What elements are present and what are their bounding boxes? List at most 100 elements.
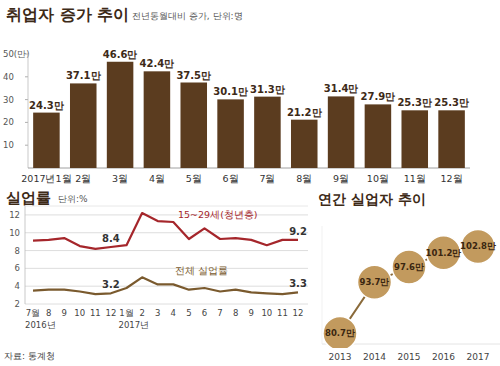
x-tick-label: 8: [46, 308, 51, 318]
x-tick-label: 2017년1월: [21, 173, 71, 184]
data-label: 93.7만: [360, 277, 390, 287]
x-tick-label: 4월: [149, 173, 165, 184]
grid-line: [25, 250, 308, 251]
y-tick: [25, 122, 28, 123]
y-tick-label: 10: [9, 228, 20, 238]
chart-title: 실업률: [6, 189, 51, 207]
x-tick-label: 2013: [329, 352, 352, 362]
y-tick-label: 4: [15, 281, 20, 291]
x-tick-label: 8: [233, 308, 238, 318]
bar: [291, 120, 318, 168]
y-tick-label: 2: [15, 299, 20, 309]
series-label: 15~29세(청년층): [178, 209, 258, 220]
x-tick-label: 9월: [333, 173, 349, 184]
x-tick-label: 11: [90, 308, 101, 318]
bubbles: [323, 229, 495, 348]
y-tick-label: 8: [15, 246, 20, 256]
data-label: 46.6만: [103, 49, 138, 60]
data-label: 8.4: [102, 233, 120, 244]
x-tick-label: 5월: [186, 173, 202, 184]
x-tick-label: 12: [106, 308, 117, 318]
bar: [254, 97, 281, 168]
x-tick-label: 6: [202, 308, 207, 318]
x-tick-label: 12월: [441, 173, 463, 184]
y-tick-label: 20: [3, 117, 14, 127]
marker: [427, 236, 461, 270]
grid-line: [25, 286, 308, 287]
marker: [461, 229, 495, 263]
data-label: 97.6만: [394, 262, 424, 272]
bar: [217, 99, 244, 168]
data-label: 24.3만: [29, 100, 64, 111]
x-tick-label: 2016: [432, 352, 455, 362]
data-label: 101.2만: [426, 248, 462, 258]
data-label: 30.1만: [213, 86, 248, 97]
bar: [438, 110, 465, 168]
data-label: 3.2: [102, 279, 120, 290]
data-label: 31.4만: [324, 83, 359, 94]
x-tick-label: 4: [171, 308, 176, 318]
series-line: [33, 277, 298, 294]
bar: [144, 71, 171, 168]
marker: [323, 316, 357, 348]
chart-subtitle: 전년동월대비 증가, 단위:명: [132, 11, 243, 21]
bar: [33, 113, 60, 168]
chart-title: 연간 실업자 추이: [318, 191, 426, 207]
y-axis: [25, 206, 26, 304]
y-tick-label: 40: [3, 72, 14, 82]
x-tick-label: 9: [61, 308, 66, 318]
y-axis: [322, 226, 323, 344]
x-group-label: 2017년: [119, 320, 150, 330]
y-tick: [25, 99, 28, 100]
data-label: 31.3만: [250, 84, 285, 95]
data-label: 37.1만: [66, 70, 101, 81]
grid-line: [25, 304, 308, 305]
grid-line: [25, 232, 308, 233]
data-label: 25.3만: [434, 97, 469, 108]
x-tick-label: 8월: [296, 173, 312, 184]
lines: [33, 213, 298, 294]
x-tick-label: 2: [139, 308, 144, 318]
bar: [180, 83, 207, 169]
x-tick-label: 10: [261, 308, 272, 318]
x-tick-label: 6월: [223, 173, 239, 184]
data-label: 37.5만: [176, 70, 211, 81]
x-tick-label: 7월: [259, 173, 275, 184]
data-label: 3.3: [289, 278, 307, 289]
x-tick-label: 3월: [112, 173, 128, 184]
y-tick: [25, 76, 28, 77]
x-tick-label: 3: [155, 308, 160, 318]
infographic: 취업자 증가 추이전년동월대비 증가, 단위:명1020304050(만)24.…: [0, 0, 500, 366]
data-label: 102.8만: [460, 241, 496, 251]
x-tick-label: 2월: [75, 173, 91, 184]
x-tick-label: 12: [293, 308, 304, 318]
data-label: 9.2: [289, 226, 307, 237]
grid-line: [25, 268, 308, 269]
bar: [401, 110, 428, 168]
x-tick-label: 7: [217, 308, 222, 318]
bar: [107, 62, 134, 168]
data-label: 25.3만: [397, 97, 432, 108]
source: 자료: 통계청: [4, 351, 55, 361]
marker: [358, 265, 392, 299]
chart-title: 취업자 증가 추이: [6, 5, 129, 24]
marker: [392, 250, 426, 284]
bar: [328, 96, 355, 168]
y-tick-label: 30: [3, 95, 14, 105]
x-tick-label: 5: [186, 308, 191, 318]
frame-top: [25, 206, 308, 207]
bar: [70, 83, 97, 168]
x-tick-label: 2014: [363, 352, 386, 362]
y-axis: [28, 54, 29, 168]
x-tick-label: 10: [74, 308, 85, 318]
x-group-label: 2016년: [25, 320, 56, 330]
y-tick: [25, 145, 28, 146]
series-line: [33, 213, 298, 249]
data-label: 27.9만: [361, 91, 396, 102]
data-label: 42.4만: [140, 58, 175, 69]
x-tick-label: 2015: [398, 352, 421, 362]
y-tick-label: 12: [9, 210, 20, 220]
x-tick-label: 9: [249, 308, 254, 318]
bar: [365, 104, 392, 168]
chart-subtitle: 단위:%: [58, 194, 88, 204]
